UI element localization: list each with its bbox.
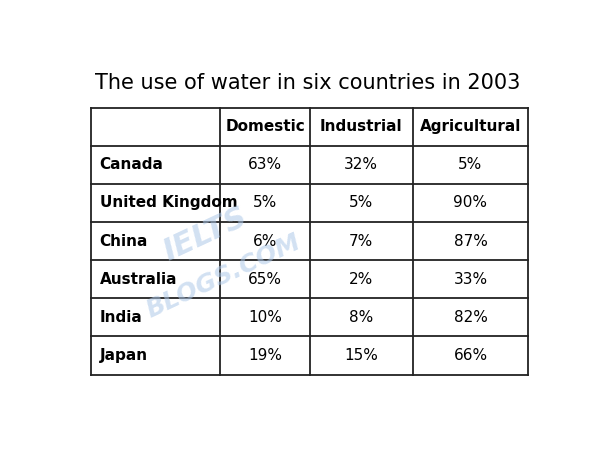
Text: 32%: 32% bbox=[344, 158, 378, 172]
Text: Industrial: Industrial bbox=[320, 119, 403, 134]
Text: 63%: 63% bbox=[248, 158, 282, 172]
Text: The use of water in six countries in 2003: The use of water in six countries in 200… bbox=[95, 73, 520, 93]
Text: India: India bbox=[100, 310, 142, 325]
Text: 87%: 87% bbox=[454, 234, 487, 248]
Text: BLOGS.COM: BLOGS.COM bbox=[143, 230, 305, 322]
Text: IELTS: IELTS bbox=[158, 202, 252, 266]
Text: 90%: 90% bbox=[454, 195, 487, 211]
Text: 5%: 5% bbox=[253, 195, 277, 211]
Text: 10%: 10% bbox=[248, 310, 282, 325]
Text: 33%: 33% bbox=[454, 272, 488, 287]
Text: 5%: 5% bbox=[349, 195, 373, 211]
Text: 15%: 15% bbox=[344, 348, 378, 363]
Text: Japan: Japan bbox=[100, 348, 148, 363]
Text: 19%: 19% bbox=[248, 348, 282, 363]
Text: 2%: 2% bbox=[349, 272, 373, 287]
Text: United Kingdom: United Kingdom bbox=[100, 195, 237, 211]
Text: Domestic: Domestic bbox=[225, 119, 305, 134]
Text: 66%: 66% bbox=[454, 348, 488, 363]
Text: 82%: 82% bbox=[454, 310, 487, 325]
Text: Australia: Australia bbox=[100, 272, 177, 287]
Text: 7%: 7% bbox=[349, 234, 373, 248]
Text: 8%: 8% bbox=[349, 310, 373, 325]
Text: 65%: 65% bbox=[248, 272, 282, 287]
Text: Agricultural: Agricultural bbox=[420, 119, 521, 134]
Text: 5%: 5% bbox=[458, 158, 482, 172]
Text: Canada: Canada bbox=[100, 158, 164, 172]
Text: 6%: 6% bbox=[253, 234, 277, 248]
Text: China: China bbox=[100, 234, 148, 248]
